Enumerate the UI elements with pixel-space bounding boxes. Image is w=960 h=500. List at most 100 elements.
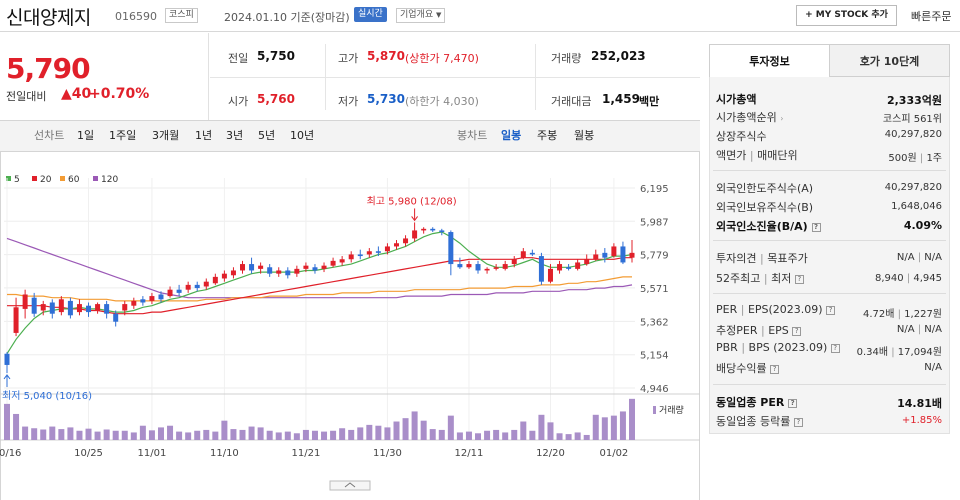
candle-body <box>511 259 517 265</box>
legend-swatch <box>32 176 37 181</box>
candle-body <box>403 238 409 244</box>
volume-bar <box>348 429 355 440</box>
candle-body <box>330 260 336 266</box>
tab-1y[interactable]: 1년 <box>195 129 213 142</box>
ma20-line <box>7 257 632 315</box>
volume-bar <box>565 434 572 440</box>
tab-hoga-10[interactable]: 호가 10단계 <box>829 44 950 77</box>
sector-change-label: 동일업종 등락률 ? <box>716 413 803 429</box>
y-tick-label: 5,571 <box>640 284 669 295</box>
candle-body <box>502 264 508 269</box>
tab-5y[interactable]: 5년 <box>258 129 276 142</box>
candle-body <box>49 302 55 314</box>
realtime-button[interactable]: 실시간 <box>354 7 387 22</box>
per-label-text: PER <box>716 303 738 316</box>
w52-high-label: 52주최고 <box>716 272 761 285</box>
sector-per-label-text: 동일업종 PER <box>716 396 785 409</box>
company-info-dropdown[interactable]: 기업개요 ▼ <box>396 8 446 23</box>
per-label: PER | EPS(2023.09) ? <box>716 303 836 316</box>
open-label: 시가 <box>228 95 249 108</box>
trade-unit-label: 매매단위 <box>757 149 798 162</box>
x-tick-label: 01/02 <box>599 448 628 459</box>
volume-bar <box>185 432 192 440</box>
stock-header <box>0 0 960 32</box>
par-label: 액면가 | 매매단위 <box>716 149 798 162</box>
candle-body <box>448 232 454 265</box>
pbr-value: 0.34배 | 17,094원 <box>856 347 942 358</box>
candle-body <box>421 228 427 231</box>
upper-limit: (상한가 7,470) <box>405 52 479 65</box>
opinion-value-text: N/A <box>896 252 915 263</box>
w52-low-label: 최저 <box>771 272 792 285</box>
prev-close-value: 5,750 <box>257 49 295 63</box>
market-badge: 코스피 <box>165 8 198 23</box>
volume-bar <box>76 430 83 440</box>
x-tick-label: 11/01 <box>138 448 167 459</box>
help-icon[interactable]: ? <box>830 344 840 353</box>
candle-body <box>140 299 146 303</box>
add-mystock-button[interactable]: + MY STOCK 추가 <box>796 5 897 26</box>
volume-bar <box>384 427 391 440</box>
high-value: 5,870 <box>367 49 405 63</box>
candle-body <box>439 230 445 233</box>
candle-body <box>484 268 490 271</box>
volume-bar <box>538 414 545 440</box>
investment-info-panel <box>709 77 950 434</box>
ma120-line <box>6 237 633 299</box>
tab-investment-info[interactable]: 투자정보 <box>709 44 830 77</box>
tab-10y[interactable]: 10년 <box>290 129 315 142</box>
candle-body <box>185 284 191 290</box>
help-icon[interactable]: ? <box>811 223 821 232</box>
sector-change-value: +1.85% <box>901 415 942 426</box>
high-arrow-head <box>411 216 419 222</box>
tab-1d[interactable]: 1일 <box>77 129 95 142</box>
candle-body <box>240 264 246 271</box>
volume-bar <box>393 421 400 440</box>
bps-value: 17,094원 <box>897 347 942 358</box>
eps-value: 1,227원 <box>904 309 942 320</box>
help-icon[interactable]: ? <box>792 327 802 336</box>
volume-bar <box>157 427 164 440</box>
low-value: 5,730 <box>367 92 405 106</box>
candle-body <box>357 254 363 257</box>
tab-3m[interactable]: 3개월 <box>152 129 180 142</box>
tab-3y[interactable]: 3년 <box>226 129 244 142</box>
volume-bar <box>438 429 445 440</box>
candle-body <box>194 284 200 289</box>
ma60-line <box>7 276 632 302</box>
stock-code: 016590 <box>115 10 157 23</box>
help-icon[interactable]: ? <box>788 399 798 408</box>
candle-body <box>40 304 46 311</box>
candle-body <box>276 270 282 274</box>
help-icon[interactable]: ? <box>826 306 836 315</box>
est-per-value: N/A | N/A <box>896 324 942 335</box>
tab-daily[interactable]: 일봉 <box>501 129 522 142</box>
tab-1w[interactable]: 1주일 <box>109 129 137 142</box>
volume-bar <box>375 425 382 440</box>
shares-label: 상장주식수 <box>716 130 767 143</box>
volume-bar <box>293 433 300 440</box>
target-label: 목표주가 <box>767 252 808 265</box>
market-cap-rank-label: 시가총액순위 › <box>716 109 783 125</box>
help-icon[interactable]: ? <box>793 418 803 427</box>
candle-body <box>375 251 381 253</box>
help-icon[interactable]: ? <box>794 275 804 284</box>
legend-swatch <box>60 176 65 181</box>
foreign-limit-label: 외국인한도주식수(A) <box>716 182 814 195</box>
tab-weekly[interactable]: 주봉 <box>537 129 558 142</box>
tab-monthly[interactable]: 월봉 <box>574 129 595 142</box>
volume-bar <box>619 411 626 440</box>
x-tick-label: 10/25 <box>74 448 103 459</box>
volume-bar <box>212 431 219 440</box>
help-icon[interactable]: ? <box>770 365 780 374</box>
candle-body <box>230 270 236 276</box>
quick-order-link[interactable]: 빠른주문 <box>911 10 952 23</box>
volume-bar <box>475 433 482 440</box>
volume-bar <box>167 425 174 440</box>
volume-bar <box>321 431 328 440</box>
est-eps-value: N/A <box>924 324 942 335</box>
line-chart-label: 선차트 <box>34 129 65 142</box>
candle-body <box>520 251 526 258</box>
candle-body <box>566 267 572 269</box>
candle-body <box>104 304 110 314</box>
